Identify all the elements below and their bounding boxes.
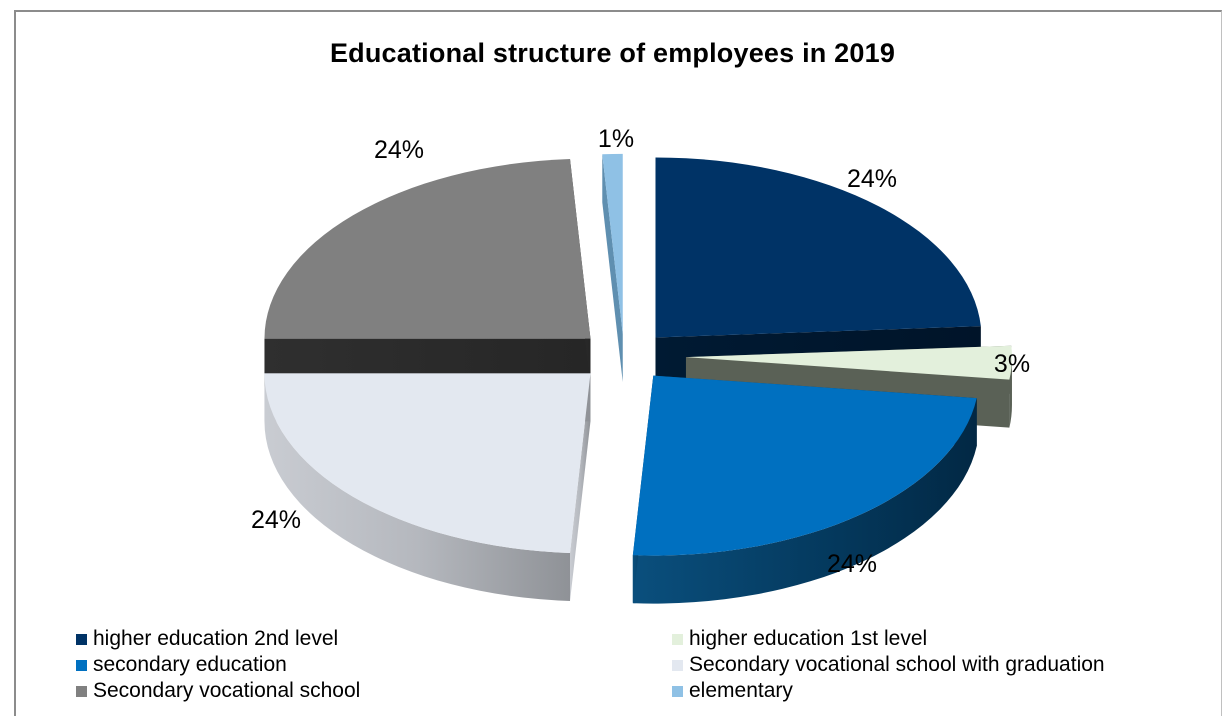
pie-slice-5: [264, 158, 591, 387]
pie-slice-top: [655, 157, 981, 338]
pie-slice-wall: [632, 398, 977, 604]
pie-slice-6: [602, 153, 623, 382]
pie-slice-top: [264, 373, 591, 554]
pie-slice-3: [632, 375, 977, 604]
slice-data-label: 24%: [374, 136, 424, 164]
pie-slice-face: [602, 154, 623, 382]
slice-data-label: 1%: [598, 125, 634, 153]
slice-data-label: 24%: [847, 165, 897, 193]
pie-slice-top: [264, 158, 591, 339]
pie-slice-top: [685, 345, 1012, 380]
pie-slice-4: [264, 373, 591, 602]
pie-slice-top: [632, 375, 977, 556]
chart-frame: [14, 10, 1222, 716]
pie-slice-top: [602, 153, 623, 334]
slice-data-label: 24%: [827, 550, 877, 578]
slice-data-label: 24%: [251, 506, 301, 534]
pie-slice-wall: [264, 373, 570, 602]
pie-slice-face: [569, 373, 591, 602]
chart-title: Educational structure of employees in 20…: [329, 38, 896, 68]
slice-data-label: 3%: [994, 350, 1030, 378]
